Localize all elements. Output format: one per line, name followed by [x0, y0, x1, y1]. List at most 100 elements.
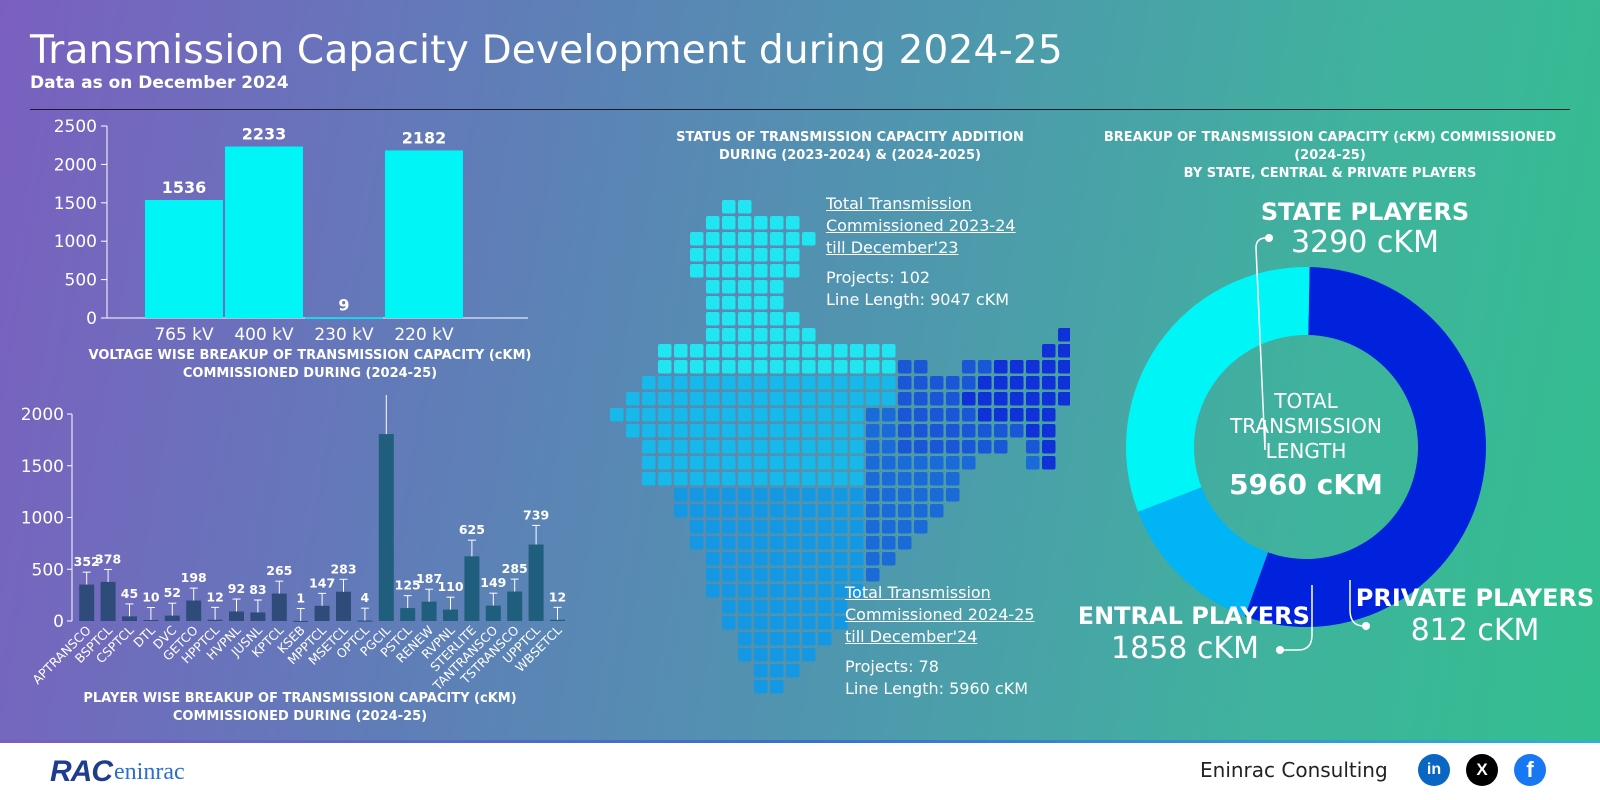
bar	[507, 591, 523, 621]
map-dot	[690, 248, 704, 262]
map-dot	[786, 328, 800, 342]
bar-value-label: 110	[437, 579, 463, 594]
map-dot	[754, 264, 768, 278]
y-tick-label: 1500	[54, 194, 97, 214]
map-dot	[898, 504, 912, 518]
map-dot	[770, 376, 784, 390]
map-dot	[850, 440, 864, 454]
central-callout-line	[1280, 585, 1313, 651]
bar-value-label: 2182	[402, 128, 447, 147]
map-dot	[930, 472, 944, 486]
bar-value-label: 149	[480, 575, 506, 590]
map-dot	[706, 536, 720, 550]
map-dot	[866, 424, 880, 438]
bar-value-label: 378	[95, 551, 121, 566]
map-dot	[818, 600, 832, 614]
bar	[164, 615, 180, 621]
map-dot	[946, 392, 960, 406]
map-dot	[882, 520, 896, 534]
map-dot	[866, 392, 880, 406]
bar-value-label: 52	[164, 585, 181, 600]
map-dot	[786, 632, 800, 646]
map-dot	[722, 376, 736, 390]
map-dot	[738, 584, 752, 598]
map-dot	[1058, 376, 1070, 390]
map-dot	[1026, 376, 1040, 390]
map-dot	[658, 456, 672, 470]
facebook-icon[interactable]: f	[1514, 754, 1546, 786]
map-dot	[770, 360, 784, 374]
map-dot	[786, 344, 800, 358]
map-dot	[914, 360, 928, 374]
state-players-label: STATE PLAYERS	[1261, 198, 1469, 226]
map-dot	[866, 376, 880, 390]
bar	[143, 619, 159, 621]
map-dot	[802, 456, 816, 470]
map-dot	[802, 440, 816, 454]
map-dot	[754, 232, 768, 246]
map-dot	[898, 520, 912, 534]
bar-value-label: 283	[330, 561, 356, 576]
linkedin-icon[interactable]: in	[1418, 754, 1450, 786]
map-dot	[946, 440, 960, 454]
y-tick-label: 1000	[21, 509, 64, 529]
private-players-label: PRIVATE PLAYERS	[1356, 584, 1594, 612]
map-dot	[786, 504, 800, 518]
x-icon[interactable]: X	[1466, 754, 1498, 786]
bar-value-label: 10	[142, 590, 160, 605]
bar-value-label: 285	[502, 561, 528, 576]
map-dot	[962, 456, 976, 470]
map-dot	[866, 504, 880, 518]
map-dot	[738, 328, 752, 342]
bar	[336, 591, 351, 621]
y-tick-label: 1000	[54, 232, 97, 252]
map-dot	[850, 472, 864, 486]
map-dot	[754, 456, 768, 470]
bar	[485, 605, 501, 621]
map-dot	[754, 552, 768, 566]
map-dot	[850, 536, 864, 550]
bar	[229, 611, 244, 621]
bar	[443, 609, 458, 621]
map-dot	[962, 440, 976, 454]
map-dot	[770, 232, 784, 246]
map-dot	[738, 424, 752, 438]
map-dot	[754, 584, 768, 598]
map-dot	[770, 632, 784, 646]
map-dot	[802, 488, 816, 502]
map-dot	[834, 392, 848, 406]
map-dot	[914, 472, 928, 486]
donut-title-line-1: BREAKUP OF TRANSMISSION CAPACITY (cKM) C…	[1103, 130, 1557, 163]
map-dot	[738, 392, 752, 406]
map-dot	[1010, 408, 1024, 422]
map-dot	[690, 520, 704, 534]
map-dot	[818, 632, 832, 646]
map-dot	[994, 408, 1008, 422]
map-dot	[738, 456, 752, 470]
map-dot	[706, 392, 720, 406]
state-callout-line	[1255, 237, 1267, 451]
map-dot	[930, 440, 944, 454]
map-dot	[882, 488, 896, 502]
map-dot	[818, 456, 832, 470]
map-dot	[770, 584, 784, 598]
map-dot	[882, 552, 896, 566]
map-dot	[770, 616, 784, 630]
map-dot	[738, 520, 752, 534]
map-dot	[818, 488, 832, 502]
map-dot	[1042, 344, 1056, 358]
map-dot	[818, 360, 832, 374]
map-dot	[674, 504, 688, 518]
map-dot	[626, 408, 640, 422]
block-2024-heading-2: Commissioned 2024-25	[845, 605, 1035, 624]
map-dot	[1010, 424, 1024, 438]
bar-value-label: 83	[249, 582, 266, 597]
map-dot	[866, 360, 880, 374]
map-dot	[642, 424, 656, 438]
block-2023-projects: Projects: 102	[826, 268, 931, 287]
map-dot	[722, 536, 736, 550]
map-dot	[802, 648, 816, 662]
map-dot	[786, 552, 800, 566]
bar	[225, 146, 303, 318]
map-dot	[1026, 424, 1040, 438]
